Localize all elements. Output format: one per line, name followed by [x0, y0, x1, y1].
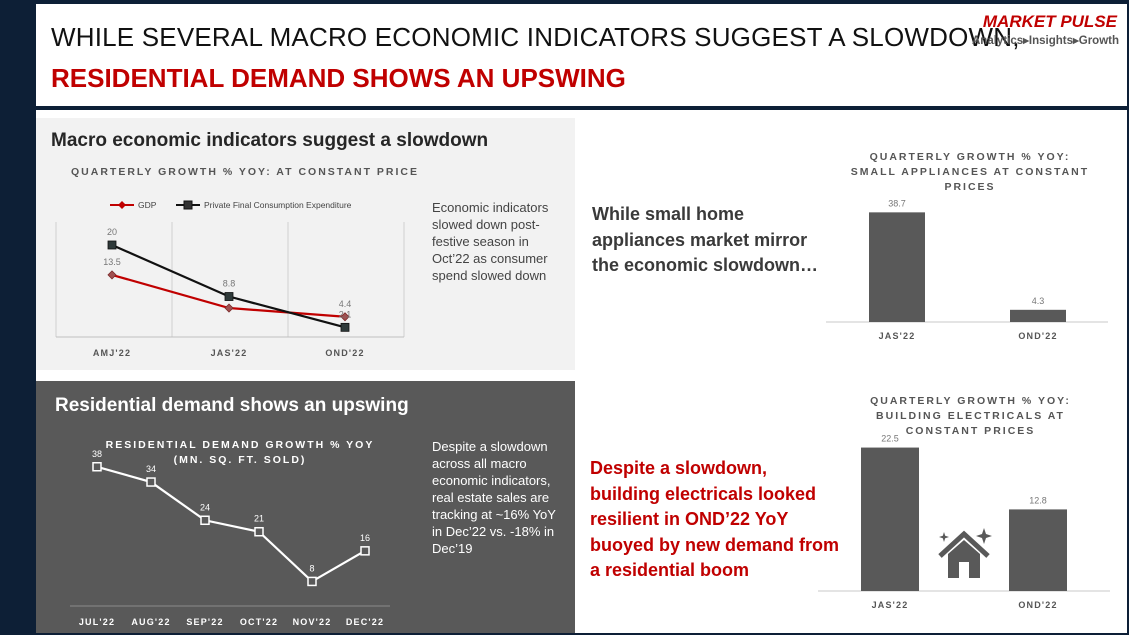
residential-panel-title: Residential demand shows an upswing — [55, 395, 409, 416]
top-frame-line — [36, 0, 1129, 4]
left-accent-bar — [0, 0, 36, 635]
x-tick-label: JAS'22 — [879, 331, 916, 341]
x-tick-label: JAS'22 — [872, 600, 909, 610]
right-frame-line — [1127, 0, 1129, 635]
small-appliances-callout: While small home appliances market mirro… — [592, 204, 819, 275]
macro-panel-title: Macro economic indicators suggest a slow… — [51, 130, 489, 151]
x-tick-label: OND'22 — [1018, 600, 1057, 610]
residential-panel-note: Despite a slowdown across all macro econ… — [432, 439, 556, 556]
logo-tagline: Analytics▸Insights▸Growth — [971, 35, 1119, 47]
data-label: 4.3 — [1032, 296, 1045, 306]
bar — [1009, 509, 1067, 591]
bar — [1010, 309, 1066, 322]
logo-name: MARKET PULSE — [982, 12, 1117, 31]
bottom-frame-line — [36, 633, 1129, 635]
small-appliances-chart-title: QUARTERLY GROWTH % YOY: SMALL APPLIANCES… — [850, 151, 1090, 193]
building-electricals-chart-title: QUARTERLY GROWTH % YOY: BUILDING ELECTRI… — [870, 395, 1071, 437]
macro-chart-title: QUARTERLY GROWTH % YOY: AT CONSTANT PRIC… — [70, 166, 419, 178]
residential-chart-title: RESIDENTIAL DEMAND GROWTH % YOY (MN. SQ.… — [105, 439, 375, 466]
slide-title-line-2: RESIDENTIAL DEMAND SHOWS AN UPSWING — [51, 63, 626, 93]
header-divider — [36, 106, 1127, 110]
house-sparkle-icon — [938, 528, 992, 578]
macro-panel-note: Economic indicators slowed down post-fes… — [432, 200, 549, 283]
slide-title-line-1: WHILE SEVERAL MACRO ECONOMIC INDICATORS … — [51, 22, 1020, 52]
bar — [861, 447, 919, 591]
bar — [869, 212, 925, 322]
x-tick-label: OND'22 — [1018, 331, 1057, 341]
data-label: 12.8 — [1029, 495, 1047, 505]
building-electricals-callout: Despite a slowdown, building electricals… — [590, 458, 840, 580]
data-label: 38.7 — [888, 198, 906, 208]
